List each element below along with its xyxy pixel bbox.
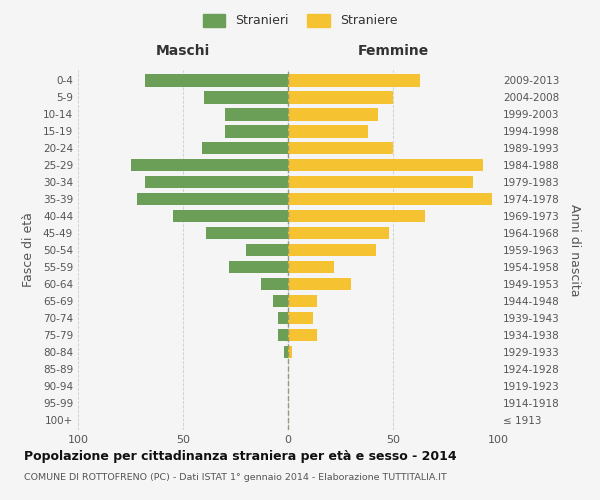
- Bar: [288, 158, 484, 172]
- Bar: [206, 226, 288, 239]
- Bar: [145, 74, 288, 86]
- Bar: [288, 278, 351, 290]
- Bar: [288, 192, 492, 205]
- Y-axis label: Fasce di età: Fasce di età: [22, 212, 35, 288]
- Bar: [288, 125, 368, 138]
- Y-axis label: Anni di nascita: Anni di nascita: [568, 204, 581, 296]
- Bar: [288, 108, 379, 120]
- Bar: [137, 192, 288, 205]
- Bar: [204, 91, 288, 104]
- Bar: [288, 91, 393, 104]
- Bar: [288, 74, 421, 86]
- Bar: [288, 226, 389, 239]
- Bar: [274, 294, 288, 308]
- Bar: [288, 328, 317, 342]
- Bar: [260, 278, 288, 290]
- Bar: [284, 346, 288, 358]
- Bar: [288, 346, 292, 358]
- Bar: [288, 244, 376, 256]
- Bar: [288, 176, 473, 188]
- Legend: Stranieri, Straniere: Stranieri, Straniere: [197, 8, 403, 32]
- Bar: [288, 260, 334, 274]
- Bar: [229, 260, 288, 274]
- Text: Maschi: Maschi: [156, 44, 210, 58]
- Bar: [225, 125, 288, 138]
- Text: Popolazione per cittadinanza straniera per età e sesso - 2014: Popolazione per cittadinanza straniera p…: [24, 450, 457, 463]
- Bar: [288, 312, 313, 324]
- Bar: [277, 312, 288, 324]
- Bar: [173, 210, 288, 222]
- Bar: [246, 244, 288, 256]
- Bar: [288, 210, 425, 222]
- Text: COMUNE DI ROTTOFRENO (PC) - Dati ISTAT 1° gennaio 2014 - Elaborazione TUTTITALIA: COMUNE DI ROTTOFRENO (PC) - Dati ISTAT 1…: [24, 472, 447, 482]
- Bar: [145, 176, 288, 188]
- Bar: [288, 142, 393, 154]
- Bar: [202, 142, 288, 154]
- Bar: [225, 108, 288, 120]
- Bar: [130, 158, 288, 172]
- Bar: [288, 294, 317, 308]
- Bar: [277, 328, 288, 342]
- Text: Femmine: Femmine: [358, 44, 428, 58]
